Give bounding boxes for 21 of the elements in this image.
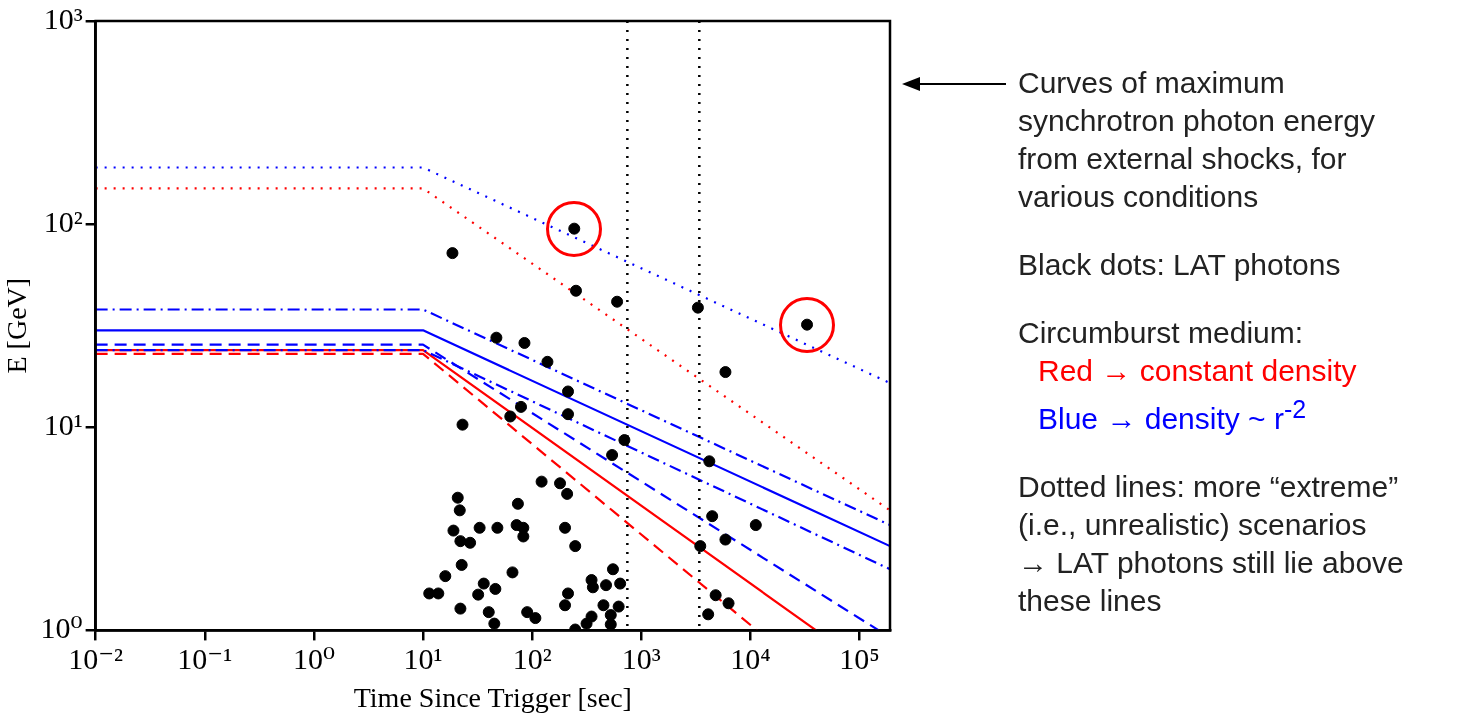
x-tick-label: 10³ [621, 642, 661, 676]
x-tick-label: 10⁴ [730, 642, 771, 676]
x-tick-label: 10⁻² [68, 642, 124, 676]
text: Curves of maximum synchrotron photon energy from external shocks, for various conditions [1018, 65, 1376, 215]
x-tick-label: 10⁻¹ [177, 642, 233, 676]
x-tick-label: 10⁰ [292, 642, 335, 676]
text: Black dots: LAT photons [1018, 247, 1342, 283]
x-tick-label: 10⁵ [839, 642, 880, 676]
y-axis-title: E [GeV] [1, 277, 33, 374]
text: → LAT photons still lie above these lines [1018, 545, 1405, 619]
x-tick-label: 10² [512, 642, 552, 676]
text: Dotted lines: more “extreme” (i.e., unrealistic) scenarios [1018, 469, 1400, 543]
text: Circumburst medium: [1018, 315, 1305, 351]
text: Blue → density ~ r$^{-2}$ [1037, 394, 1308, 437]
x-axis-title: Time Since Trigger [sec] [353, 681, 632, 713]
y-tick-label: 10³ [43, 1, 83, 35]
x-tick-label: 10¹ [403, 642, 443, 676]
y-tick-label: 10⁰ [40, 611, 83, 645]
y-tick-label: 10¹ [43, 408, 83, 442]
text: Red → constant density [1037, 353, 1358, 389]
y-tick-label: 10² [43, 205, 83, 239]
